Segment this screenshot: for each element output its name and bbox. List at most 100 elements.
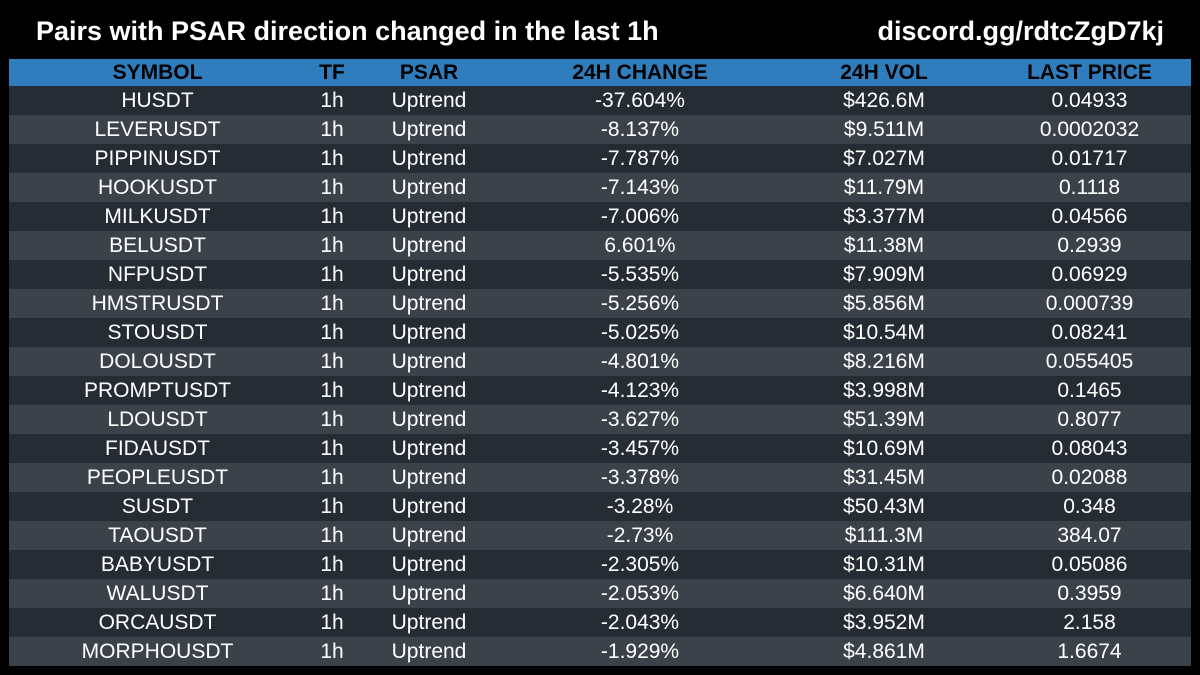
column-header-psar[interactable]: PSAR bbox=[399, 60, 459, 84]
cell-tf: 1h bbox=[320, 262, 344, 286]
cell-tf: 1h bbox=[320, 146, 344, 170]
table-row[interactable]: WALUSDT 1h Uptrend -2.053% $6.640M 0.3959 bbox=[9, 579, 1191, 608]
cell-symbol: BELUSDT bbox=[109, 233, 206, 257]
cell-psar: Uptrend bbox=[391, 117, 467, 141]
cell-symbol: LDOUSDT bbox=[107, 407, 208, 431]
cell-symbol: HOOKUSDT bbox=[97, 175, 217, 199]
cell-tf: 1h bbox=[320, 88, 344, 112]
cell-24h-vol: $3.377M bbox=[843, 204, 925, 228]
cell-24h-change: -3.378% bbox=[600, 465, 680, 489]
cell-psar: Uptrend bbox=[391, 88, 467, 112]
table-row[interactable]: BELUSDT 1h Uptrend 6.601% $11.38M 0.2939 bbox=[9, 231, 1191, 260]
cell-24h-change: -5.025% bbox=[600, 320, 680, 344]
cell-last-price: 0.01717 bbox=[1051, 146, 1128, 170]
table-row[interactable]: LDOUSDT 1h Uptrend -3.627% $51.39M 0.8077 bbox=[9, 405, 1191, 434]
cell-24h-vol: $426.6M bbox=[843, 88, 925, 112]
cell-tf: 1h bbox=[320, 175, 344, 199]
cell-symbol: SUSDT bbox=[121, 494, 194, 518]
cell-24h-change: -7.006% bbox=[600, 204, 680, 228]
cell-24h-vol: $3.952M bbox=[843, 610, 925, 634]
cell-tf: 1h bbox=[320, 436, 344, 460]
cell-psar: Uptrend bbox=[391, 610, 467, 634]
cell-last-price: 0.02088 bbox=[1051, 465, 1128, 489]
cell-24h-vol: $8.216M bbox=[843, 349, 925, 373]
table-row[interactable]: STOUSDT 1h Uptrend -5.025% $10.54M 0.08241 bbox=[9, 318, 1191, 347]
cell-24h-change: -2.043% bbox=[600, 610, 680, 634]
cell-psar: Uptrend bbox=[391, 378, 467, 402]
cell-24h-change: -5.256% bbox=[600, 291, 680, 315]
cell-psar: Uptrend bbox=[391, 204, 467, 228]
cell-tf: 1h bbox=[320, 639, 344, 663]
column-header-24h-vol[interactable]: 24H VOL bbox=[840, 60, 928, 84]
cell-last-price: 0.3959 bbox=[1057, 581, 1122, 605]
column-header-symbol[interactable]: SYMBOL bbox=[112, 60, 203, 84]
cell-psar: Uptrend bbox=[391, 262, 467, 286]
cell-symbol: PROMPTUSDT bbox=[84, 378, 231, 402]
cell-symbol: DOLOUSDT bbox=[99, 349, 216, 373]
cell-24h-vol: $111.3M bbox=[844, 523, 924, 547]
cell-psar: Uptrend bbox=[391, 233, 467, 257]
page-title: Pairs with PSAR direction changed in the… bbox=[36, 16, 659, 46]
table-row[interactable]: MORPHOUSDT 1h Uptrend -1.929% $4.861M 1.6674 bbox=[9, 637, 1191, 666]
cell-tf: 1h bbox=[320, 320, 344, 344]
cell-tf: 1h bbox=[320, 204, 344, 228]
table-row[interactable]: HMSTRUSDT 1h Uptrend -5.256% $5.856M 0.000739 bbox=[9, 289, 1191, 318]
discord-link[interactable]: discord.gg/rdtcZgD7kj bbox=[877, 16, 1164, 46]
cell-24h-change: -4.801% bbox=[600, 349, 680, 373]
cell-last-price: 0.1465 bbox=[1057, 378, 1122, 402]
cell-tf: 1h bbox=[320, 610, 344, 634]
table-row[interactable]: TAOUSDT 1h Uptrend -2.73% $111.3M 384.07 bbox=[9, 521, 1191, 550]
cell-tf: 1h bbox=[320, 552, 344, 576]
table-row[interactable]: PIPPINUSDT 1h Uptrend -7.787% $7.027M 0.01717 bbox=[9, 144, 1191, 173]
table-row[interactable]: LEVERUSDT 1h Uptrend -8.137% $9.511M 0.000203… bbox=[9, 115, 1191, 144]
cell-last-price: 0.04933 bbox=[1051, 88, 1128, 112]
cell-24h-change: -8.137% bbox=[600, 117, 680, 141]
psar-table: SYMBOL TF PSAR 24H CHANGE 24H VOL LAST P… bbox=[9, 59, 1191, 666]
cell-24h-vol: $3.998M bbox=[843, 378, 925, 402]
table-header-row: SYMBOL TF PSAR 24H CHANGE 24H VOL LAST P… bbox=[9, 59, 1191, 86]
cell-24h-change: -7.143% bbox=[600, 175, 680, 199]
table-row[interactable]: PEOPLEUSDT 1h Uptrend -3.378% $31.45M 0.02088 bbox=[9, 463, 1191, 492]
cell-24h-change: -2.053% bbox=[600, 581, 680, 605]
cell-psar: Uptrend bbox=[391, 291, 467, 315]
cell-24h-vol: $5.856M bbox=[843, 291, 925, 315]
cell-psar: Uptrend bbox=[391, 175, 467, 199]
column-header-tf[interactable]: TF bbox=[319, 60, 345, 84]
cell-24h-change: -2.73% bbox=[606, 523, 674, 547]
cell-last-price: 0.04566 bbox=[1051, 204, 1128, 228]
table-row[interactable]: DOLOUSDT 1h Uptrend -4.801% $8.216M 0.055405 bbox=[9, 347, 1191, 376]
table-row[interactable]: SUSDT 1h Uptrend -3.28% $50.43M 0.348 bbox=[9, 492, 1191, 521]
cell-psar: Uptrend bbox=[391, 407, 467, 431]
cell-24h-change: -3.457% bbox=[600, 436, 680, 460]
cell-24h-vol: $50.43M bbox=[843, 494, 925, 518]
cell-last-price: 1.6674 bbox=[1057, 639, 1122, 663]
cell-psar: Uptrend bbox=[391, 465, 467, 489]
column-header-24h-change[interactable]: 24H CHANGE bbox=[572, 60, 708, 84]
column-header-last-price[interactable]: LAST PRICE bbox=[1027, 60, 1152, 84]
cell-24h-vol: $7.909M bbox=[843, 262, 925, 286]
cell-24h-change: 6.601% bbox=[604, 233, 676, 257]
cell-last-price: 0.08241 bbox=[1051, 320, 1128, 344]
cell-24h-vol: $6.640M bbox=[843, 581, 925, 605]
table-row[interactable]: HUSDT 1h Uptrend -37.604% $426.6M 0.04933 bbox=[9, 86, 1191, 115]
table-row[interactable]: FIDAUSDT 1h Uptrend -3.457% $10.69M 0.08043 bbox=[9, 434, 1191, 463]
cell-24h-change: -7.787% bbox=[600, 146, 680, 170]
cell-tf: 1h bbox=[320, 581, 344, 605]
table-row[interactable]: PROMPTUSDT 1h Uptrend -4.123% $3.998M 0.1465 bbox=[9, 376, 1191, 405]
cell-psar: Uptrend bbox=[391, 581, 467, 605]
cell-24h-change: -3.28% bbox=[606, 494, 674, 518]
cell-24h-change: -37.604% bbox=[595, 88, 685, 112]
cell-symbol: TAOUSDT bbox=[108, 523, 207, 547]
table-row[interactable]: ORCAUSDT 1h Uptrend -2.043% $3.952M 2.158 bbox=[9, 608, 1191, 637]
cell-psar: Uptrend bbox=[391, 639, 467, 663]
cell-last-price: 0.08043 bbox=[1051, 436, 1128, 460]
cell-psar: Uptrend bbox=[391, 552, 467, 576]
cell-symbol: STOUSDT bbox=[107, 320, 208, 344]
table-row[interactable]: BABYUSDT 1h Uptrend -2.305% $10.31M 0.05086 bbox=[9, 550, 1191, 579]
cell-24h-change: -2.305% bbox=[600, 552, 680, 576]
table-row[interactable]: MILKUSDT 1h Uptrend -7.006% $3.377M 0.04566 bbox=[9, 202, 1191, 231]
table-row[interactable]: NFPUSDT 1h Uptrend -5.535% $7.909M 0.06929 bbox=[9, 260, 1191, 289]
cell-24h-vol: $7.027M bbox=[843, 146, 925, 170]
table-row[interactable]: HOOKUSDT 1h Uptrend -7.143% $11.79M 0.1118 bbox=[9, 173, 1191, 202]
cell-symbol: FIDAUSDT bbox=[105, 436, 210, 460]
